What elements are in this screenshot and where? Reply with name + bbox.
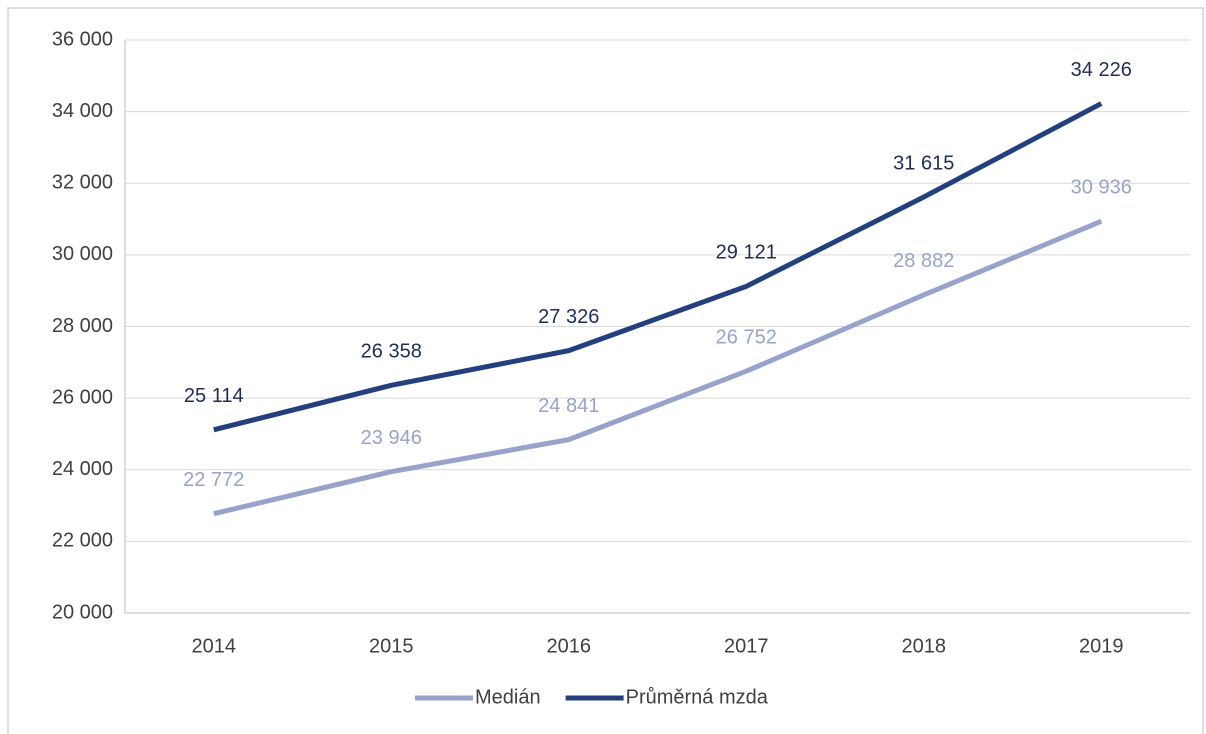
data-label: 26 752 [716, 326, 777, 348]
y-tick-label: 26 000 [52, 386, 113, 408]
data-label: 23 946 [361, 427, 422, 449]
data-label: 27 326 [538, 306, 599, 328]
x-tick-label: 2014 [192, 635, 237, 657]
data-label: 31 615 [893, 152, 954, 174]
chart-border [7, 7, 1204, 734]
data-label: 34 226 [1071, 59, 1132, 81]
x-tick-label: 2017 [724, 635, 769, 657]
x-tick-label: 2016 [547, 635, 592, 657]
y-tick-label: 20 000 [52, 601, 113, 623]
y-tick-label: 24 000 [52, 458, 113, 480]
y-tick-label: 22 000 [52, 530, 113, 552]
y-tick-label: 32 000 [52, 172, 113, 194]
data-label: 28 882 [893, 250, 954, 272]
y-tick-label: 34 000 [52, 100, 113, 122]
data-label: 29 121 [716, 242, 777, 264]
legend-label: Průměrná mzda [626, 686, 769, 708]
y-tick-label: 36 000 [52, 28, 113, 50]
data-label: 26 358 [361, 341, 422, 363]
data-label: 25 114 [184, 385, 244, 407]
y-tick-label: 30 000 [52, 243, 113, 265]
line [213, 101, 1103, 433]
data-label: 24 841 [538, 395, 599, 417]
x-tick-label: 2015 [369, 635, 414, 657]
legend-label: Medián [475, 686, 541, 708]
data-label: 22 772 [183, 469, 244, 491]
x-tick-label: 2018 [902, 635, 947, 657]
data-label: 30 936 [1071, 177, 1132, 199]
line [213, 219, 1103, 517]
y-tick-label: 28 000 [52, 315, 113, 337]
x-tick-label: 2019 [1079, 635, 1124, 657]
